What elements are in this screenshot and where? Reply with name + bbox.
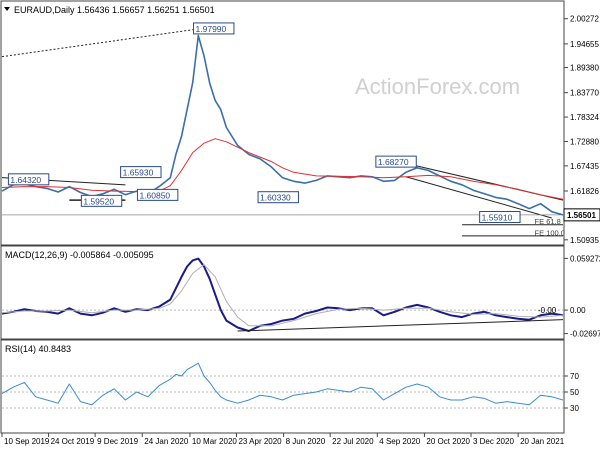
price-ytick-label: 1.72880 [570,137,599,146]
x-tick-label: 10 Sep 2019 [4,437,50,446]
macd-ytick-label: -0.026978 [570,330,600,339]
current-price-box [563,208,600,222]
price-ytick-label: 1.89380 [570,64,599,73]
x-tick-label: 9 Dec 2019 [97,437,138,446]
macd-axis: 0.059272 0.00 -0.026978 -0.00 [538,254,600,338]
macd-trendline [237,319,564,332]
price-dotted-resistance [1,28,199,58]
rsi-axis: 70 50 30 [564,372,579,413]
x-tick-label: 22 Jul 2020 [332,437,374,446]
price-annotation-label: 1.68270 [378,157,409,167]
fe-annotation-label: FE 100.0 [535,229,565,238]
price-annotation-box [193,22,235,35]
price-close-line [1,34,564,216]
macd-current-label: -0.00 [538,306,557,315]
rsi-grid [2,375,563,409]
macd-ytick-label: 0.00 [570,306,586,315]
price-ytick-label: 1.78324 [570,113,599,122]
price-series [1,34,564,216]
x-tick-label: 24 Jan 2020 [144,437,189,446]
x-tick-label: 8 Jun 2020 [286,437,326,446]
x-axis: 10 Sep 2019 24 Oct 2019 9 Dec 2019 24 Jan 2… [1,433,565,446]
watermark: ActionForex.com [355,74,520,99]
x-tick-label: 20 Jan 2021 [520,437,565,446]
price-chart-title: EURAUD,Daily 1.56436 1.56657 1.56251 1.5… [14,5,215,15]
rsi-panel [0,339,565,434]
price-annotation-box [80,194,123,207]
price-ytick-label: 1.50935 [570,236,599,245]
price-annotation-box [136,188,179,201]
current-price-label: 1.56501 [567,211,596,220]
price-ytick-label: 2.00272 [570,15,599,24]
price-annotation-label: 1.59520 [83,196,114,206]
price-panel [0,0,565,246]
price-axis: 2.00272 1.94655 1.89380 1.83770 1.78324 1.728… [563,15,600,245]
macd-chart-title: MACD(12,26,9) -0.005864 -0.005095 [5,250,154,260]
rsi-ytick-label: 70 [570,372,579,381]
rsi-chart-title: RSI(14) 40.8483 [5,344,71,354]
price-annotation-box [375,155,417,168]
price-moving-average-line [1,138,564,200]
macd-series [1,257,564,332]
x-tick-label: 23 Apr 2020 [238,437,282,446]
price-ytick-label: 1.83770 [570,89,599,98]
rsi-ytick-label: 50 [570,388,579,397]
price-annotation-box [479,211,521,224]
price-annotation-box [7,173,50,186]
price-annotation-box [257,191,299,204]
macd-macd-line [1,257,564,332]
x-tick-label: 4 Sep 2020 [379,437,420,446]
macd-signal-line [1,264,564,327]
x-tick-label: 20 Oct 2020 [426,437,470,446]
collapse-triangle-icon[interactable] [4,7,10,11]
price-annotation-label: 1.97990 [196,24,227,34]
x-tick-label: 3 Dec 2020 [473,437,514,446]
price-annotation-box [120,166,162,179]
price-ytick-label: 1.67435 [570,162,599,171]
rsi-rsi-line [1,362,564,406]
price-annotation-label: 1.65930 [123,168,154,178]
rsi-series [1,362,564,406]
price-annotations: 1.97990 1.64320 1.59520 1.60850 1.65930 1.603… [7,22,565,238]
price-annotation-label: 1.60330 [260,193,291,203]
price-ytick-label: 1.94655 [570,40,599,49]
price-annotation-label: 1.55910 [482,213,513,223]
price-annotation-label: 1.60850 [139,190,170,200]
price-annotation-label: 1.64320 [10,175,41,185]
price-channel-lower [405,176,552,219]
fe-annotation-label: FE 61.8 [535,217,561,226]
macd-ytick-label: 0.059272 [570,254,600,263]
rsi-ytick-label: 30 [570,404,579,413]
x-tick-label: 24 Oct 2019 [51,437,95,446]
x-tick-label: 10 Mar 2020 [192,437,237,446]
price-ytick-label: 1.61826 [570,187,599,196]
